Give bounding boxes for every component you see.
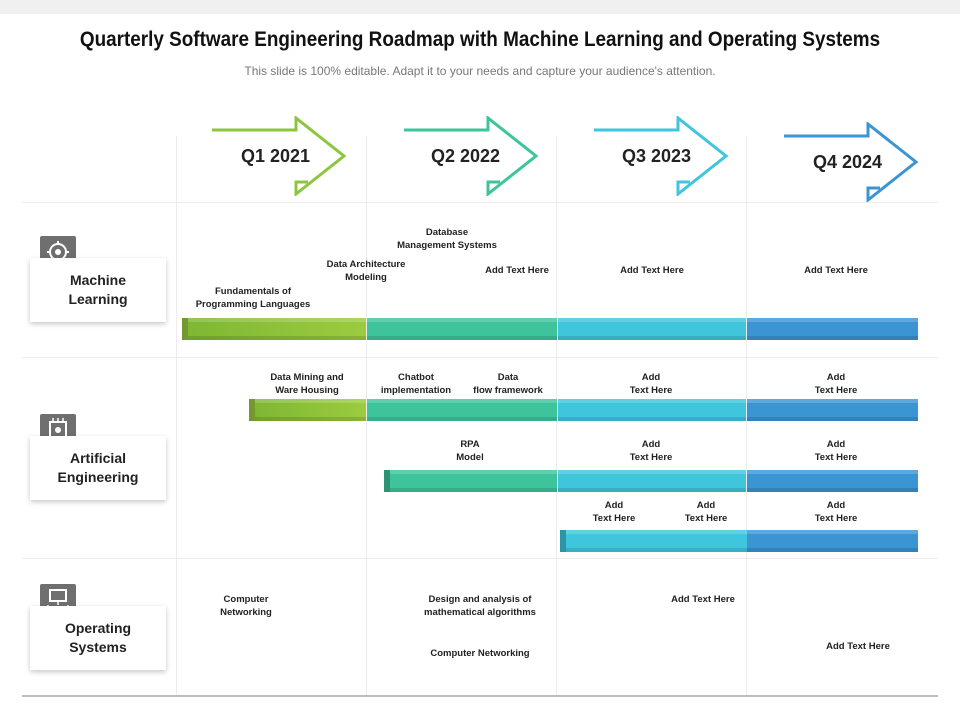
grid-row-line [22,558,938,559]
ai-item-data-mining: Data Mining and Ware Housing [270,372,344,396]
os-item-computer-networking-1: Computer Networking [220,594,272,618]
ai-bar2-q4 [747,470,918,492]
ai-bar2-q2 [384,470,557,492]
ml-bar-q2 [367,318,557,340]
ai-item-q3-add-text-4: Add Text Here [684,500,728,524]
ai-item-q3-add-text-3: Add Text Here [592,500,636,524]
page-title: Quarterly Software Engineering Roadmap w… [79,28,881,51]
ml-bar-q4 [747,318,918,340]
ai-bar3-q3 [560,530,749,552]
ai-item-rpa-model: RPA Model [456,439,484,463]
ml-bar-q3 [558,318,746,340]
ai-item-data-flow: Data flow framework [473,372,543,396]
ml-item-fundamentals: Fundamentals of Programming Languages [195,286,311,310]
q4-arrow-icon [784,122,919,202]
grid-row-line [22,202,938,203]
ai-bar2-q3 [558,470,746,492]
quarter-label-q2: Q2 2022 [431,146,501,166]
os-item-computer-networking-2: Computer Networking [430,648,530,659]
q3-arrow-icon [594,116,729,196]
os-item-design-analysis: Design and analysis of mathematical algo… [424,594,536,618]
ai-item-chatbot: Chatbot implementation [380,372,452,396]
ml-item-q2-add-text: Add Text Here [485,265,549,276]
ai-bar1-q2 [367,399,557,421]
row-label-machine-learning: Machine Learning [30,258,166,322]
ai-item-q4-add-text-1: Add Text Here [814,372,858,396]
grid-row-line [22,357,938,358]
q2-arrow-icon [404,116,539,196]
os-item-q4-add-text: Add Text Here [826,641,890,652]
ai-bar1-q1 [249,399,366,421]
ai-bar1-q3 [558,399,746,421]
q1-arrow-icon [212,116,347,196]
page-subtitle: This slide is 100% editable. Adapt it to… [244,64,716,78]
top-band [0,0,960,14]
grid-bottom-line [22,695,938,697]
ml-item-q4-add-text: Add Text Here [804,265,868,276]
quarter-label-q3: Q3 2023 [622,146,692,166]
ai-item-q4-add-text-3: Add Text Here [814,500,858,524]
grid-column-line [366,136,367,696]
ai-item-q3-add-text-1: Add Text Here [629,372,673,396]
ml-item-q3-add-text: Add Text Here [620,265,684,276]
grid-column-line [746,136,747,696]
row-label-operating-systems: Operating Systems [30,606,166,670]
os-item-q3-add-text: Add Text Here [671,594,735,605]
ml-item-data-architecture: Data Architecture Modeling [326,259,406,283]
ml-bar-q1 [182,318,366,340]
ml-item-database-management: Database Management Systems [397,227,497,251]
quarter-label-q4: Q4 2024 [813,152,883,172]
ai-bar3-q4 [747,530,918,552]
row-label-artificial-engineering: Artificial Engineering [30,436,166,500]
ai-item-q3-add-text-2: Add Text Here [629,439,673,463]
ai-item-q4-add-text-2: Add Text Here [814,439,858,463]
ai-bar1-q4 [747,399,918,421]
quarter-label-q1: Q1 2021 [241,146,311,166]
grid-column-line [176,136,177,696]
